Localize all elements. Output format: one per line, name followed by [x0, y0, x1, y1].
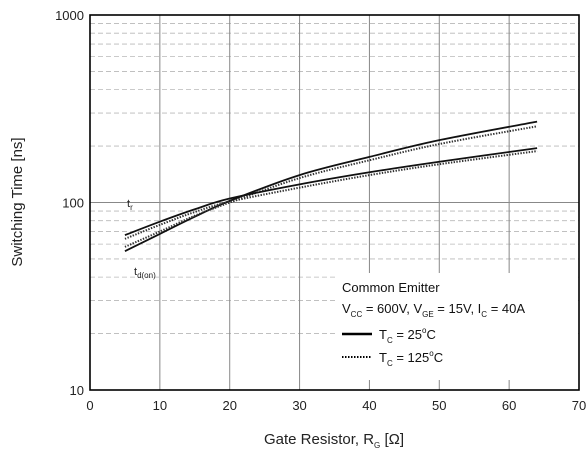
y-tick-labels: 10 100 1000 [55, 8, 84, 398]
curve-label-tdon: td(on) [134, 266, 156, 280]
y-tick-label: 100 [62, 196, 84, 211]
grid-minor [90, 23, 579, 334]
y-tick-label: 10 [70, 383, 84, 398]
y-tick-label: 1000 [55, 8, 84, 23]
x-tick-label: 0 [86, 398, 93, 413]
x-tick-label: 20 [222, 398, 236, 413]
x-tick-label: 60 [502, 398, 516, 413]
x-tick-label: 70 [572, 398, 586, 413]
plot-frame [89, 14, 580, 391]
legend-box [336, 273, 578, 380]
x-tick-label: 30 [292, 398, 306, 413]
legend-label-125c: TC = 125oC [379, 349, 443, 368]
curve-label-tr: tr [127, 198, 133, 212]
legend: Common Emitter VCC = 600V, VGE = 15V, IC… [336, 273, 578, 380]
series-line-tr-25c [124, 120, 538, 252]
series-line-tdon-125c [124, 150, 538, 240]
legend-label-25c: TC = 25oC [379, 326, 436, 345]
x-tick-labels: 0 10 20 30 40 50 60 70 [86, 398, 586, 413]
series-line-tr-125c [124, 125, 538, 248]
series-line-tdon-25c [124, 147, 538, 236]
x-tick-label: 50 [432, 398, 446, 413]
y-axis-title: Switching Time [ns] [9, 137, 26, 266]
legend-title: Common Emitter [342, 280, 440, 295]
x-axis-title: Gate Resistor, RG [Ω] [264, 431, 404, 450]
x-tick-label: 10 [153, 398, 167, 413]
series-group [124, 120, 538, 252]
legend-conditions: VCC = 600V, VGE = 15V, IC = 40A [342, 301, 525, 319]
x-tick-label: 40 [362, 398, 376, 413]
